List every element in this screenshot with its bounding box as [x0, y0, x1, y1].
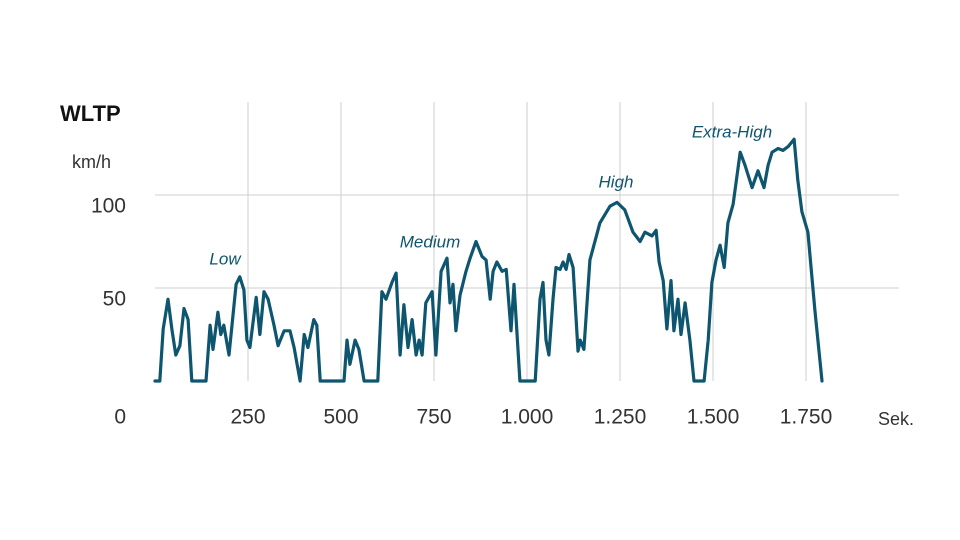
y-tick-label: 100	[91, 195, 126, 218]
x-tick-label: 1.500	[687, 406, 740, 429]
phase-label: High	[599, 172, 634, 191]
x-axis-label: Sek.	[878, 409, 914, 429]
x-tick-label: 500	[323, 406, 358, 429]
y-axis-label: km/h	[72, 152, 111, 172]
chart-title: WLTP	[60, 101, 121, 126]
x-tick-label: 1.000	[501, 406, 554, 429]
x-tick-label: 1.750	[780, 406, 833, 429]
x-tick-label: 750	[416, 406, 451, 429]
x-tick-label: 1.250	[594, 406, 647, 429]
phase-label: Extra-High	[692, 122, 772, 141]
phase-label: Low	[209, 249, 242, 268]
data-line	[153, 137, 824, 383]
phase-label: Medium	[400, 232, 460, 251]
y-tick-label: 0	[114, 406, 126, 429]
y-tick-label: 50	[103, 288, 126, 311]
x-tick-label: 250	[230, 406, 265, 429]
